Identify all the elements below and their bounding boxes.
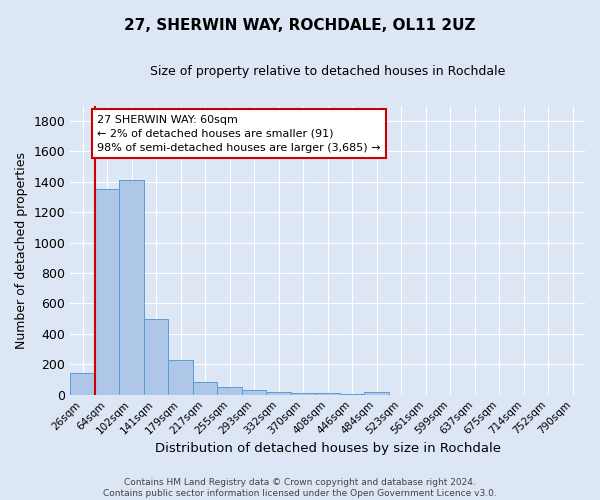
Bar [144, 320, 169, 394]
Bar [95, 190, 119, 394]
Bar [70, 372, 95, 394]
Bar [364, 392, 389, 394]
Bar [193, 382, 217, 394]
Bar [169, 360, 193, 394]
Title: Size of property relative to detached houses in Rochdale: Size of property relative to detached ho… [150, 65, 505, 78]
Bar [242, 390, 266, 394]
Text: 27, SHERWIN WAY, ROCHDALE, OL11 2UZ: 27, SHERWIN WAY, ROCHDALE, OL11 2UZ [124, 18, 476, 32]
Bar [291, 393, 316, 394]
Bar [266, 392, 291, 394]
Bar [217, 387, 242, 394]
Text: 27 SHERWIN WAY: 60sqm
← 2% of detached houses are smaller (91)
98% of semi-detac: 27 SHERWIN WAY: 60sqm ← 2% of detached h… [97, 114, 381, 152]
Bar [119, 180, 144, 394]
Bar [316, 393, 340, 394]
X-axis label: Distribution of detached houses by size in Rochdale: Distribution of detached houses by size … [155, 442, 500, 455]
Y-axis label: Number of detached properties: Number of detached properties [15, 152, 28, 348]
Text: Contains HM Land Registry data © Crown copyright and database right 2024.
Contai: Contains HM Land Registry data © Crown c… [103, 478, 497, 498]
